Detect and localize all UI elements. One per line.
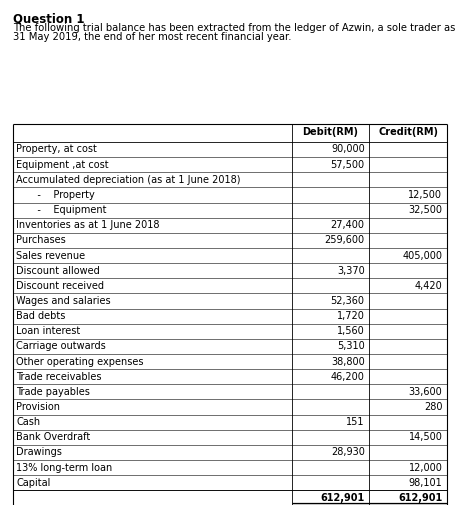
Text: Purchases: Purchases xyxy=(16,235,66,245)
Text: 12,000: 12,000 xyxy=(409,463,442,473)
Text: 3,370: 3,370 xyxy=(337,266,365,276)
Text: Equipment ,at cost: Equipment ,at cost xyxy=(16,160,109,170)
Text: 46,200: 46,200 xyxy=(331,372,365,382)
Text: Question 1: Question 1 xyxy=(13,13,84,26)
Text: 52,360: 52,360 xyxy=(331,296,365,306)
Text: Credit(RM): Credit(RM) xyxy=(378,127,438,137)
Text: Debit(RM): Debit(RM) xyxy=(303,127,358,137)
Text: 612,901: 612,901 xyxy=(398,493,442,503)
Text: 90,000: 90,000 xyxy=(331,144,365,155)
Text: 12,500: 12,500 xyxy=(409,190,442,200)
Text: Discount allowed: Discount allowed xyxy=(16,266,100,276)
Text: 1,720: 1,720 xyxy=(337,311,365,321)
Text: -    Equipment: - Equipment xyxy=(28,205,106,215)
Text: Inventories as at 1 June 2018: Inventories as at 1 June 2018 xyxy=(16,220,160,230)
Text: -    Property: - Property xyxy=(28,190,95,200)
Text: 27,400: 27,400 xyxy=(331,220,365,230)
Text: 13% long-term loan: 13% long-term loan xyxy=(16,463,113,473)
Text: 612,901: 612,901 xyxy=(320,493,365,503)
Text: 1,560: 1,560 xyxy=(337,326,365,336)
Text: Property, at cost: Property, at cost xyxy=(16,144,97,155)
Text: 57,500: 57,500 xyxy=(330,160,365,170)
Text: 28,930: 28,930 xyxy=(331,447,365,458)
Text: Discount received: Discount received xyxy=(16,281,105,291)
Text: Bank Overdraft: Bank Overdraft xyxy=(16,432,90,442)
Text: Carriage outwards: Carriage outwards xyxy=(16,341,106,351)
Text: 4,420: 4,420 xyxy=(414,281,442,291)
Text: 38,800: 38,800 xyxy=(331,357,365,367)
Text: Trade receivables: Trade receivables xyxy=(16,372,102,382)
Text: 151: 151 xyxy=(346,417,365,427)
Text: 32,500: 32,500 xyxy=(409,205,442,215)
Text: Loan interest: Loan interest xyxy=(16,326,81,336)
Text: Other operating expenses: Other operating expenses xyxy=(16,357,144,367)
Text: Capital: Capital xyxy=(16,478,51,488)
Text: Provision: Provision xyxy=(16,402,60,412)
Text: 31 May 2019, the end of her most recent financial year.: 31 May 2019, the end of her most recent … xyxy=(13,32,291,42)
Text: Bad debts: Bad debts xyxy=(16,311,66,321)
Text: Drawings: Drawings xyxy=(16,447,62,458)
Text: Sales revenue: Sales revenue xyxy=(16,250,85,261)
Text: 14,500: 14,500 xyxy=(409,432,442,442)
Text: 33,600: 33,600 xyxy=(409,387,442,397)
Text: 5,310: 5,310 xyxy=(337,341,365,351)
Text: Wages and salaries: Wages and salaries xyxy=(16,296,111,306)
Text: Trade payables: Trade payables xyxy=(16,387,90,397)
Text: 259,600: 259,600 xyxy=(324,235,365,245)
Text: 405,000: 405,000 xyxy=(402,250,442,261)
Text: Cash: Cash xyxy=(16,417,41,427)
Text: Accumulated depreciation (as at 1 June 2018): Accumulated depreciation (as at 1 June 2… xyxy=(16,175,241,185)
Text: The following trial balance has been extracted from the ledger of Azwin, a sole : The following trial balance has been ext… xyxy=(13,23,457,33)
Text: 280: 280 xyxy=(424,402,442,412)
Text: 98,101: 98,101 xyxy=(409,478,442,488)
